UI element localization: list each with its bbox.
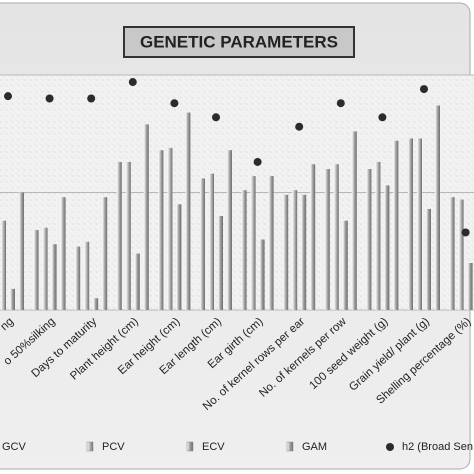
bar xyxy=(458,199,464,310)
legend-label: GCV xyxy=(2,441,27,453)
legend-marker xyxy=(286,441,294,452)
bar xyxy=(93,298,99,310)
bar xyxy=(227,150,232,310)
bar xyxy=(467,263,473,310)
bar xyxy=(185,112,191,310)
legend-label: GAM xyxy=(302,441,327,453)
bar xyxy=(158,150,164,310)
bar xyxy=(1,220,6,310)
bar xyxy=(449,197,455,310)
bar xyxy=(268,176,274,310)
bar xyxy=(375,161,381,310)
bar xyxy=(301,194,307,310)
h2-point xyxy=(45,94,54,103)
bar xyxy=(310,164,316,310)
bar xyxy=(351,131,357,310)
bar xyxy=(241,190,247,310)
bar xyxy=(324,169,330,310)
title-box xyxy=(123,26,355,58)
bar xyxy=(84,241,90,310)
legend-marker xyxy=(86,441,94,452)
bar xyxy=(19,192,24,310)
bar xyxy=(33,230,39,310)
bar xyxy=(75,246,81,310)
bar xyxy=(333,164,339,310)
h2-point xyxy=(87,94,96,103)
h2-point xyxy=(170,99,179,108)
bar xyxy=(218,216,223,310)
h2-point xyxy=(336,99,345,108)
bar xyxy=(408,138,413,310)
bar xyxy=(143,124,149,310)
legend-label: h2 (Broad Sen xyxy=(402,441,473,453)
bar xyxy=(393,140,399,310)
bar xyxy=(176,204,182,310)
bar xyxy=(200,178,205,310)
bar xyxy=(60,197,66,310)
h2-point xyxy=(378,113,387,122)
bar xyxy=(426,208,431,310)
h2-point xyxy=(461,228,470,237)
bar xyxy=(125,161,131,310)
bar xyxy=(417,138,422,310)
bar xyxy=(209,173,214,310)
legend-label: PCV xyxy=(102,441,125,453)
legend-marker xyxy=(186,441,194,452)
h2-point xyxy=(212,113,220,122)
bar xyxy=(134,253,140,310)
chart-title: GENETIC PARAMETERS xyxy=(140,32,338,51)
bar xyxy=(366,169,372,310)
bar xyxy=(342,220,348,310)
h2-point xyxy=(4,92,12,101)
bar xyxy=(167,147,173,310)
h2-point xyxy=(253,157,262,166)
bar xyxy=(10,288,15,310)
h2-point xyxy=(128,78,137,87)
h2-point xyxy=(420,85,428,94)
bar xyxy=(292,190,298,310)
bar xyxy=(102,197,108,310)
h2-point xyxy=(295,122,304,131)
bar xyxy=(435,105,440,310)
legend-marker xyxy=(386,443,394,451)
bar xyxy=(259,239,265,310)
legend-label: ECV xyxy=(202,441,225,453)
bar xyxy=(42,227,48,310)
bar xyxy=(384,185,390,310)
bar xyxy=(283,194,289,310)
bar xyxy=(51,244,57,310)
bar xyxy=(116,161,122,310)
bar xyxy=(250,176,256,310)
